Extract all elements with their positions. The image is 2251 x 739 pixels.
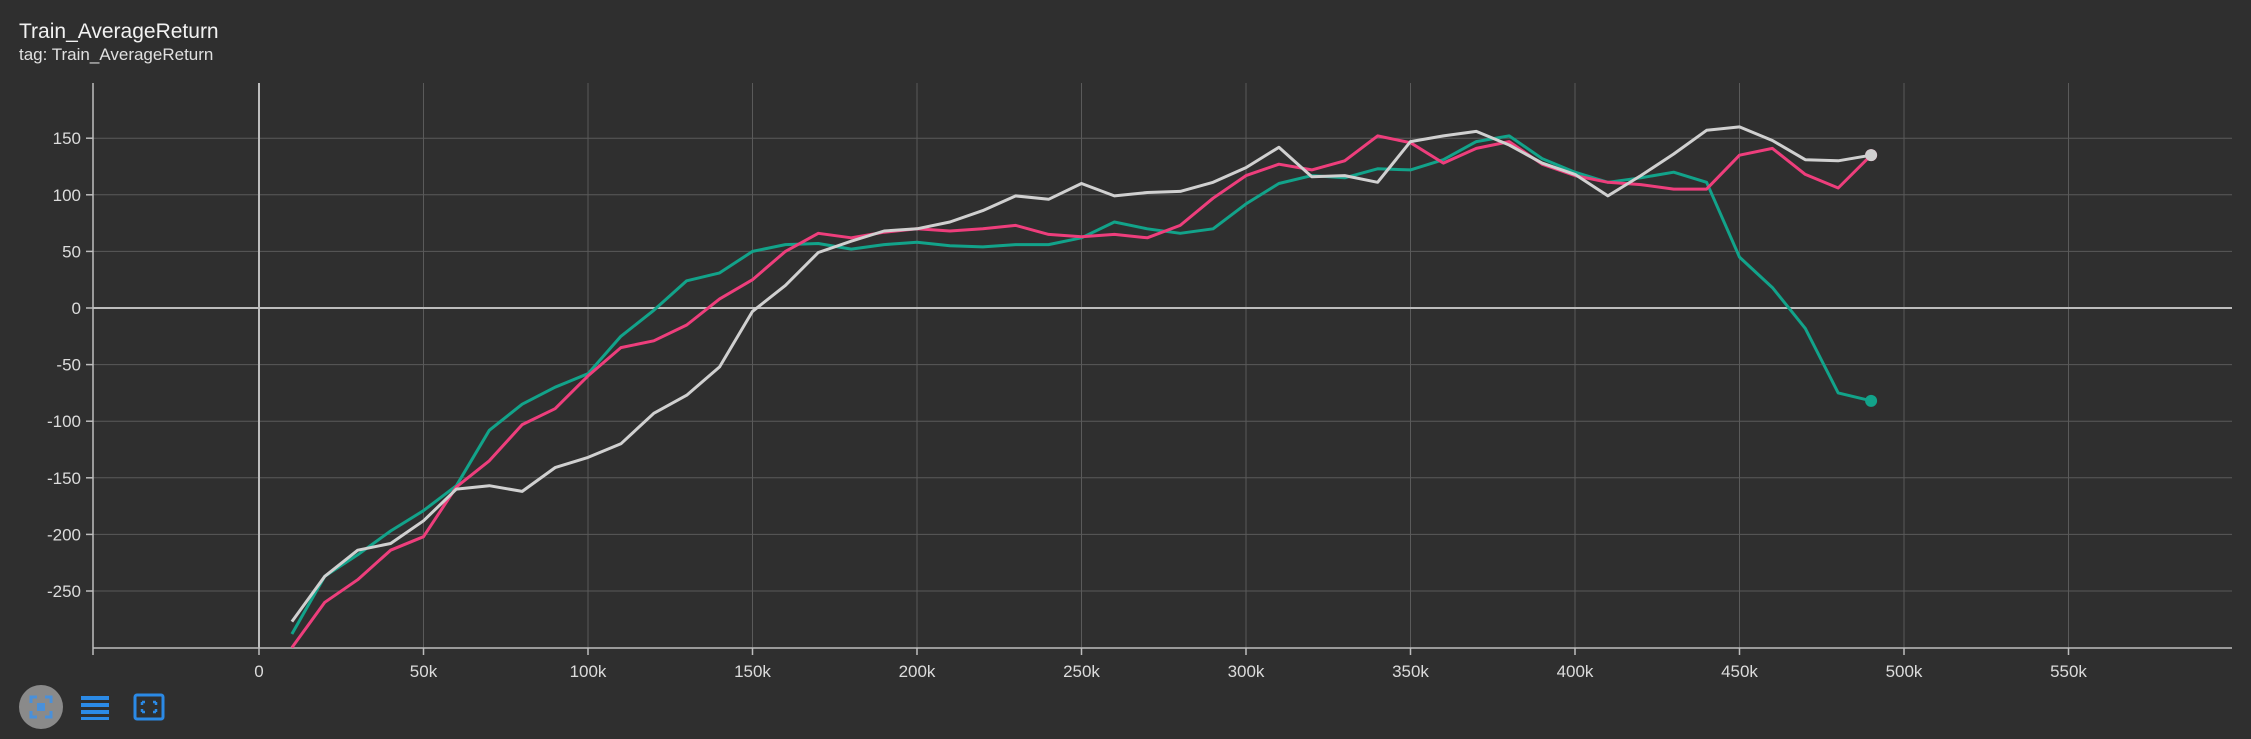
toggle-log-button[interactable] xyxy=(73,685,117,729)
chart-tag-label: tag: Train_AverageReturn xyxy=(19,45,214,64)
x-tick-label: 50k xyxy=(410,662,438,680)
chart-toolbar xyxy=(19,683,171,731)
chart-title: Train_AverageReturn xyxy=(19,20,219,43)
x-tick-label: 550k xyxy=(2050,662,2087,680)
toggle-zoom-button[interactable] xyxy=(127,685,171,729)
y-tick-label: -250 xyxy=(47,582,81,601)
series-lines xyxy=(290,125,1878,648)
x-tick-label: 250k xyxy=(1063,662,1100,680)
series-end-point-gray xyxy=(1865,149,1878,162)
fit-domain-button[interactable] xyxy=(19,685,63,729)
y-tick-label: -50 xyxy=(56,356,81,375)
x-tick-label: 350k xyxy=(1392,662,1429,680)
x-tick-label: 200k xyxy=(899,662,936,680)
series-line-pink xyxy=(290,134,1873,648)
y-tick-label: 150 xyxy=(53,129,81,148)
axes xyxy=(86,83,2232,655)
fit-domain-icon xyxy=(29,695,53,719)
series-line-gray xyxy=(290,125,1872,623)
x-tick-label: 450k xyxy=(1721,662,1758,680)
x-tick-label: 500k xyxy=(1886,662,1923,680)
tick-labels: -250 -200 -150 -100 -50 0 50 100 150 0 50k 100k 150k… xyxy=(47,129,2087,680)
toggle-zoom-icon xyxy=(133,693,165,721)
y-tick-label: 50 xyxy=(62,242,81,261)
toggle-log-icon xyxy=(81,696,109,720)
y-tick-label: 0 xyxy=(72,299,81,318)
x-tick-label: 400k xyxy=(1557,662,1594,680)
y-tick-label: -100 xyxy=(47,412,81,431)
x-tick-label: 150k xyxy=(734,662,771,680)
x-tick-label: 100k xyxy=(570,662,607,680)
grid xyxy=(93,83,2232,648)
series-end-point-teal xyxy=(1865,394,1878,407)
y-tick-label: -150 xyxy=(47,469,81,488)
x-tick-label: 0 xyxy=(254,662,263,680)
x-tick-label: 300k xyxy=(1228,662,1265,680)
y-tick-label: -200 xyxy=(47,525,81,544)
line-chart[interactable]: -250 -200 -150 -100 -50 0 50 100 150 0 50k 100k 150k… xyxy=(0,0,2251,680)
y-tick-label: 100 xyxy=(53,186,81,205)
